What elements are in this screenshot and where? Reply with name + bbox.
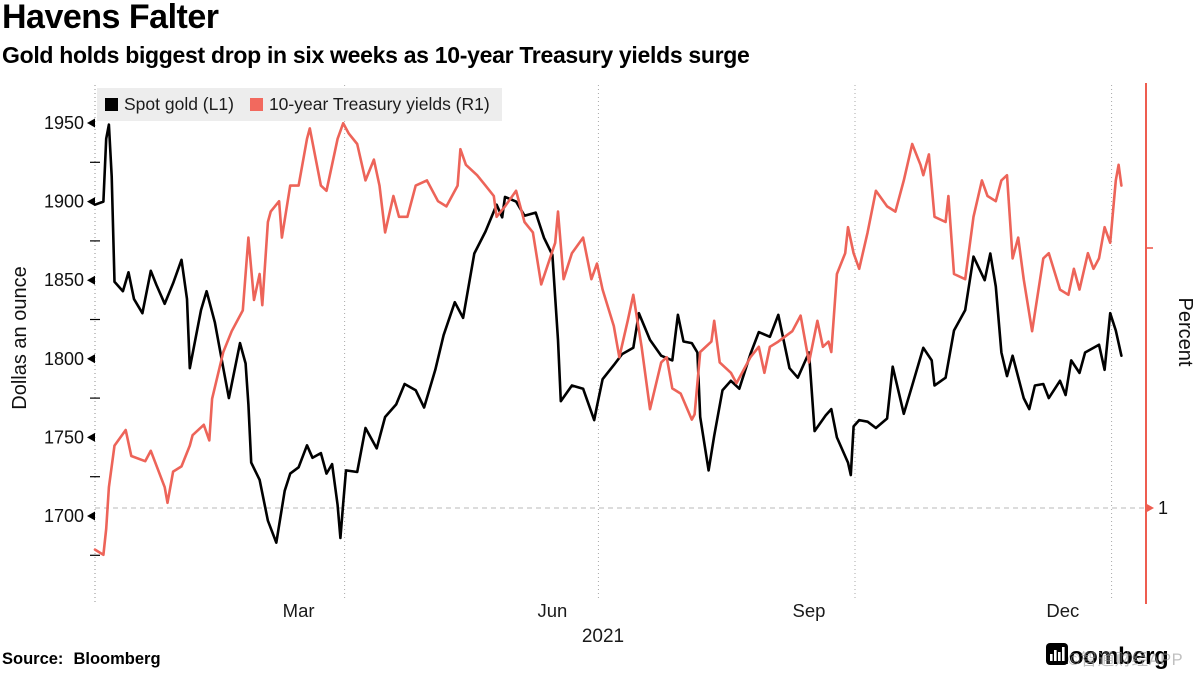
x-tick-label: Jun xyxy=(537,600,567,621)
chart-legend: Spot gold (L1) 10-year Treasury yields (R… xyxy=(97,88,502,121)
x-tick-label: Sep xyxy=(793,600,826,621)
source-line: Source: Bloomberg xyxy=(2,650,161,669)
left-tick-label: 1750 xyxy=(44,427,84,447)
chart-subtitle: Gold holds biggest drop in six weeks as … xyxy=(2,42,750,68)
legend-label: 10-year Treasury yields (R1) xyxy=(268,94,490,114)
left-tick-arrow-icon xyxy=(87,511,95,521)
source-value: Bloomberg xyxy=(73,650,161,668)
left-tick-arrow-icon xyxy=(87,432,95,442)
bloomberg-chart-icon xyxy=(1046,643,1068,665)
gold-line xyxy=(93,123,1123,545)
legend-swatch-icon xyxy=(105,98,118,111)
right-tick-arrow-icon xyxy=(1146,503,1154,513)
legend-item: 10-year Treasury yields (R1) xyxy=(249,94,490,115)
watermark: ©智通财经APP xyxy=(1068,651,1184,669)
right-tick-label: 1 xyxy=(1158,498,1168,518)
source-label: Source: xyxy=(2,650,64,668)
x-tick-label: Mar xyxy=(283,600,315,621)
left-tick-label: 1900 xyxy=(44,192,84,212)
legend-item: Spot gold (L1) xyxy=(105,94,234,115)
left-tick-arrow-icon xyxy=(87,354,95,364)
left-tick-arrow-icon xyxy=(87,118,95,128)
left-tick-label: 1850 xyxy=(44,270,84,290)
x-axis-year-label: 2021 xyxy=(582,626,624,647)
x-tick-label: Dec xyxy=(1046,600,1079,621)
bloomberg-brand: Bloomberg xyxy=(1046,643,1169,671)
legend-label: Spot gold (L1) xyxy=(124,94,234,114)
yield-line xyxy=(93,121,1123,557)
left-tick-label: 1800 xyxy=(44,349,84,369)
left-tick-arrow-icon xyxy=(87,197,95,207)
left-tick-arrow-icon xyxy=(87,275,95,285)
left-tick-label: 1700 xyxy=(44,506,84,526)
page-title: Havens Falter xyxy=(2,0,219,36)
legend-swatch-icon xyxy=(249,98,263,111)
left-tick-label: 1950 xyxy=(44,113,84,133)
